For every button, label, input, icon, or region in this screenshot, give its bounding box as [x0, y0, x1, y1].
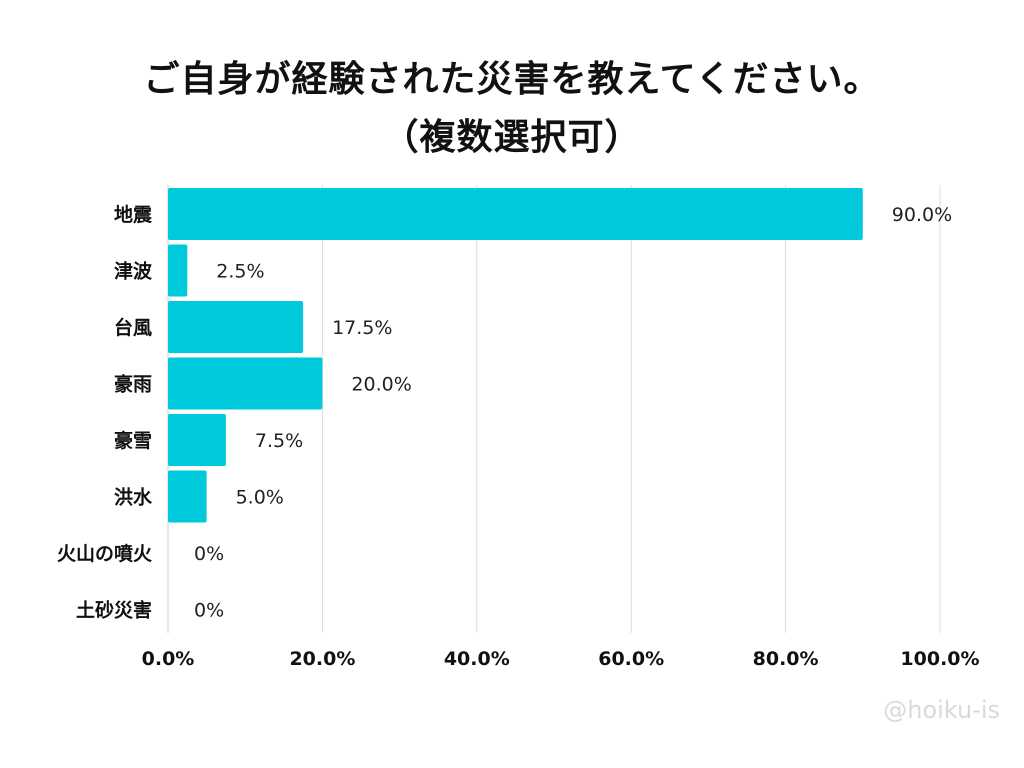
- data-label: 20.0%: [351, 374, 411, 396]
- category-label: 火山の噴火: [57, 543, 153, 565]
- category-label: 土砂災害: [76, 599, 152, 622]
- data-label: 2.5%: [216, 261, 264, 283]
- x-tick-label: 40.0%: [444, 648, 510, 670]
- bar: [168, 301, 304, 353]
- category-label: 津波: [114, 260, 153, 283]
- chart-title-line1: ご自身が経験された災害を教えてください。: [143, 59, 881, 100]
- x-tick-label: 0.0%: [142, 648, 195, 670]
- watermark: @hoiku-is: [883, 696, 1000, 724]
- x-tick-label: 20.0%: [289, 648, 355, 670]
- bar: [168, 470, 207, 523]
- data-label: 5.0%: [236, 487, 284, 509]
- bars: [168, 188, 863, 523]
- category-label: 台風: [114, 316, 152, 339]
- data-labels: 90.0% 2.5% 17.5% 20.0% 7.5% 5.0% 0% 0%: [194, 204, 952, 622]
- bar: [168, 188, 863, 240]
- bar: [168, 414, 226, 466]
- data-label: 90.0%: [892, 204, 952, 226]
- category-label: 洪水: [114, 487, 153, 509]
- data-label: 0%: [194, 543, 224, 565]
- bar: [168, 357, 323, 410]
- data-label: 17.5%: [332, 317, 392, 339]
- data-label: 7.5%: [255, 430, 303, 452]
- data-label: 0%: [194, 600, 224, 622]
- x-tick-label: 100.0%: [900, 648, 979, 670]
- x-tick-label: 60.0%: [598, 648, 664, 670]
- bar: [168, 244, 188, 297]
- chart-title-line2: （複数選択可）: [382, 117, 642, 158]
- x-tick-label: 80.0%: [753, 648, 819, 670]
- category-label: 豪雨: [114, 373, 152, 396]
- category-label: 地震: [114, 203, 153, 226]
- x-tick-labels: 0.0% 20.0% 40.0% 60.0% 80.0% 100.0%: [142, 648, 980, 670]
- category-label: 豪雪: [114, 429, 152, 452]
